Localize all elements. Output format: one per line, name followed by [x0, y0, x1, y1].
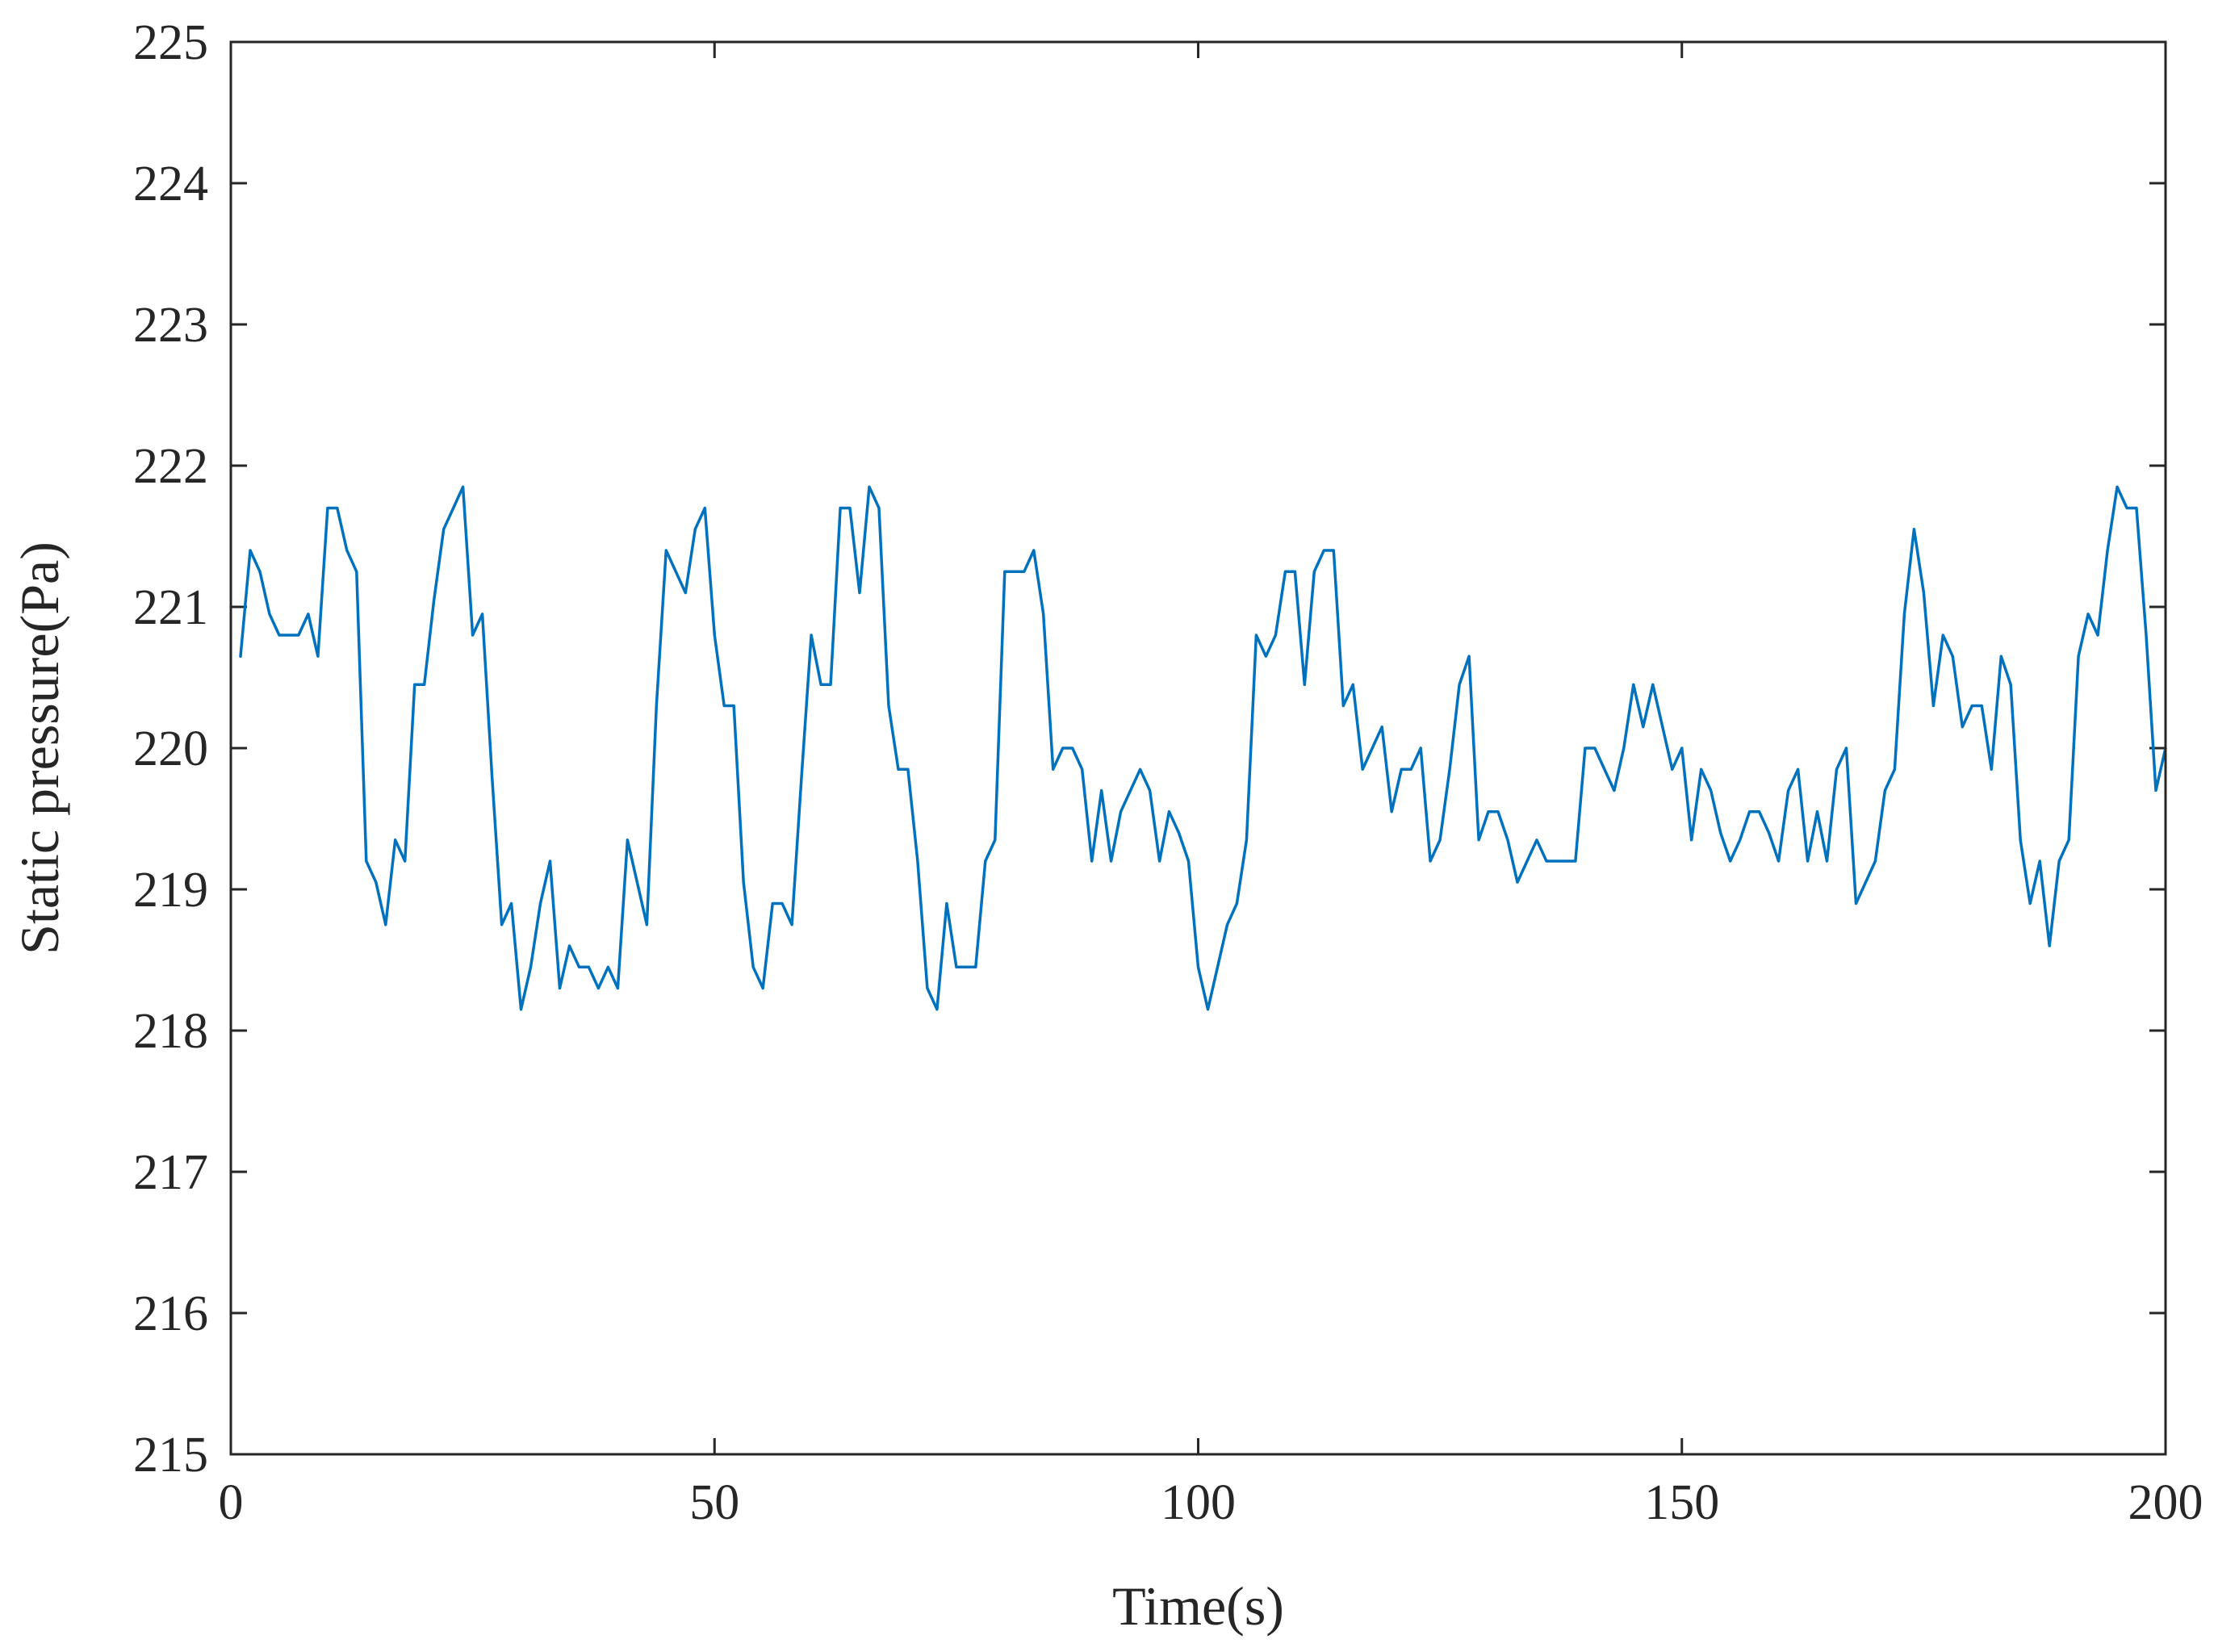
x-tick-label: 100: [1161, 1475, 1236, 1530]
y-tick-label: 219: [133, 863, 208, 918]
x-axis-title: Time(s): [1112, 1575, 1284, 1637]
y-tick-label: 224: [133, 157, 208, 211]
y-tick-label: 220: [133, 721, 208, 776]
x-tick-label: 50: [689, 1475, 739, 1530]
ticks-layer: 0 50 100 150 200 215 216 217 218 219 220 221 222 223 2…: [133, 15, 2203, 1530]
y-tick-label: 218: [133, 1004, 208, 1059]
y-axis-title: Static pressure(Pa): [9, 542, 70, 955]
series-line-1: [239, 485, 2167, 1011]
y-tick-label: 221: [133, 580, 208, 635]
x-tick-label: 200: [2128, 1475, 2203, 1530]
y-tick-label: 215: [133, 1428, 208, 1483]
y-tick-label: 217: [133, 1145, 208, 1200]
x-tick-label: 0: [219, 1475, 244, 1530]
y-tick-label: 223: [133, 298, 208, 353]
x-tick-label: 150: [1644, 1475, 1719, 1530]
y-tick-label: 222: [133, 439, 208, 494]
plot-frame: [229, 40, 2167, 1456]
y-tick-label: 225: [133, 15, 208, 70]
plot-layer: [239, 485, 2167, 1011]
y-tick-label: 216: [133, 1286, 208, 1341]
